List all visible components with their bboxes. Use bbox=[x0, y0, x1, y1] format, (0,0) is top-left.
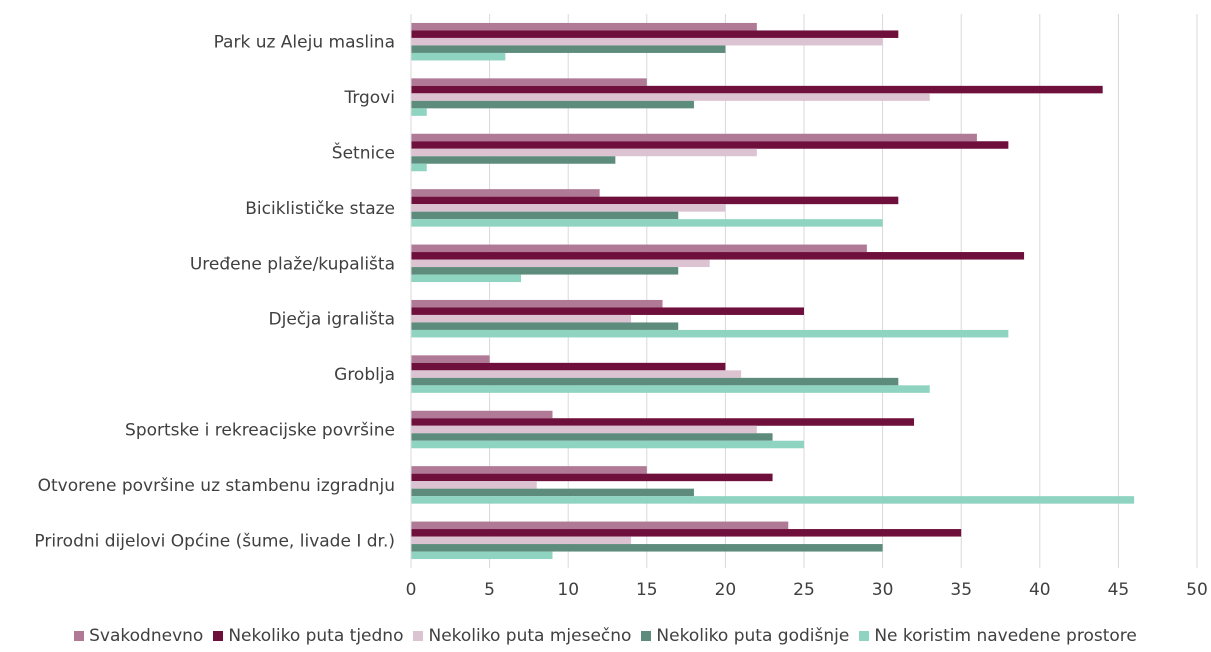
bar bbox=[411, 204, 726, 212]
bar bbox=[411, 488, 694, 497]
bar bbox=[411, 211, 679, 220]
bar bbox=[411, 37, 883, 46]
bar bbox=[411, 22, 757, 31]
legend-swatch bbox=[213, 631, 224, 641]
bar bbox=[411, 196, 899, 205]
category-label: Groblja bbox=[334, 365, 395, 385]
bar bbox=[411, 133, 977, 142]
legend-swatch bbox=[859, 631, 870, 641]
x-tick-label: 50 bbox=[1186, 580, 1208, 600]
bar bbox=[411, 108, 427, 116]
bar bbox=[411, 544, 883, 552]
bar bbox=[411, 362, 726, 371]
legend-label: Nekoliko puta tjedno bbox=[228, 626, 404, 646]
bar bbox=[411, 141, 1009, 149]
bar bbox=[411, 189, 600, 197]
category-label: Sportske i rekreacijske površine bbox=[125, 421, 395, 441]
legend-swatch bbox=[74, 631, 85, 641]
legend-item: Nekoliko puta tjedno bbox=[213, 626, 403, 646]
bar bbox=[411, 496, 1135, 504]
category-label: Prirodni dijelovi Općine (šume, livade I… bbox=[34, 531, 395, 551]
bar bbox=[411, 536, 632, 545]
legend-item: Nekoliko puta mjesečno bbox=[413, 626, 631, 646]
bar bbox=[411, 148, 757, 157]
bar bbox=[411, 156, 616, 164]
bar bbox=[411, 30, 899, 38]
x-tick-label: 5 bbox=[484, 580, 495, 600]
bar bbox=[411, 85, 1103, 94]
bar bbox=[411, 473, 773, 482]
bar bbox=[411, 521, 789, 530]
bar bbox=[411, 52, 506, 61]
bar bbox=[411, 100, 694, 109]
category-label: Uređene plaže/kupališta bbox=[190, 254, 395, 274]
bar bbox=[411, 551, 553, 560]
bar bbox=[411, 385, 930, 393]
bar bbox=[411, 481, 537, 489]
x-tick-label: 20 bbox=[715, 580, 737, 600]
bar bbox=[411, 244, 867, 253]
bar bbox=[411, 299, 663, 308]
legend-label: Ne koristim navedene prostore bbox=[874, 626, 1137, 646]
x-tick-label: 25 bbox=[793, 580, 815, 600]
legend: Svakodnevno Nekoliko puta tjedno Nekoliko … bbox=[0, 626, 1211, 646]
bar bbox=[411, 252, 1025, 260]
legend-item: Ne koristim navedene prostore bbox=[859, 626, 1137, 646]
bar bbox=[411, 314, 632, 323]
category-label: Šetnice bbox=[332, 142, 395, 164]
category-label: Dječja igrališta bbox=[269, 310, 395, 330]
bar bbox=[411, 370, 742, 378]
x-tick-label: 40 bbox=[1029, 580, 1051, 600]
category-label: Park uz Aleju maslina bbox=[214, 33, 395, 53]
bar bbox=[411, 45, 726, 53]
bar bbox=[411, 377, 899, 386]
bar bbox=[411, 219, 883, 227]
bar bbox=[411, 259, 710, 268]
x-tick-label: 30 bbox=[872, 580, 894, 600]
legend-label: Nekoliko puta godišnje bbox=[656, 626, 850, 646]
bar bbox=[411, 418, 915, 426]
legend-swatch bbox=[413, 631, 424, 641]
x-tick-label: 15 bbox=[636, 580, 658, 600]
bar bbox=[411, 274, 522, 283]
bar bbox=[411, 163, 427, 172]
bar bbox=[411, 529, 962, 537]
category-label: Biciklističke staze bbox=[245, 199, 395, 219]
legend-swatch bbox=[641, 631, 652, 641]
bar bbox=[411, 322, 679, 330]
category-label: Otvorene površine uz stambenu izgradnju bbox=[38, 476, 395, 496]
legend-label: Svakodnevno bbox=[89, 626, 204, 646]
bar bbox=[411, 307, 804, 315]
bar bbox=[411, 267, 679, 275]
bar bbox=[411, 410, 553, 419]
bar bbox=[411, 433, 773, 441]
bar bbox=[411, 329, 1009, 338]
x-tick-label: 0 bbox=[406, 580, 417, 600]
bar bbox=[411, 440, 804, 449]
bar bbox=[411, 466, 647, 474]
legend-label: Nekoliko puta mjesečno bbox=[428, 626, 632, 646]
bar bbox=[411, 78, 647, 86]
x-tick-label: 35 bbox=[950, 580, 972, 600]
x-tick-label: 45 bbox=[1108, 580, 1130, 600]
bar bbox=[411, 425, 757, 434]
category-label: Trgovi bbox=[343, 88, 395, 108]
legend-item: Nekoliko puta godišnje bbox=[641, 626, 849, 646]
x-tick-label: 10 bbox=[557, 580, 579, 600]
legend-item: Svakodnevno bbox=[74, 626, 203, 646]
bar bbox=[411, 93, 930, 101]
bar bbox=[411, 355, 490, 363]
